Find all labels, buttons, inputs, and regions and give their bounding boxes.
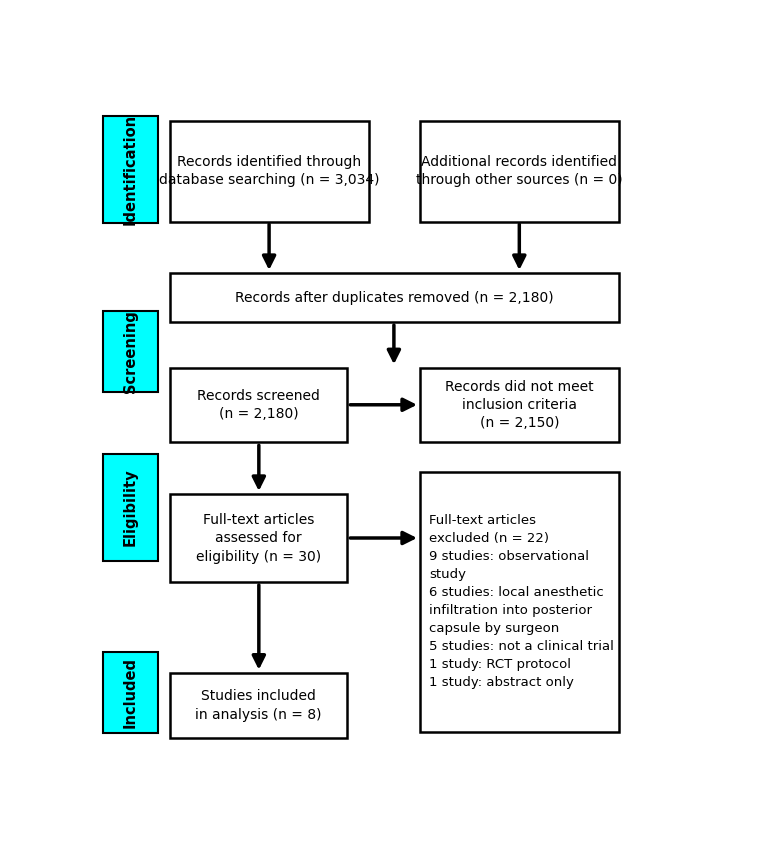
Bar xyxy=(103,454,157,561)
Text: Included: Included xyxy=(123,657,138,728)
Text: Identification: Identification xyxy=(123,114,138,225)
Bar xyxy=(170,495,348,582)
Bar xyxy=(103,311,157,392)
Text: Full-text articles
excluded (n = 22)
9 studies: observational
study
6 studies: l: Full-text articles excluded (n = 22) 9 s… xyxy=(429,514,614,690)
Text: Records did not meet
inclusion criteria
(n = 2,150): Records did not meet inclusion criteria … xyxy=(445,380,594,430)
Bar xyxy=(170,273,619,322)
Bar xyxy=(103,116,157,223)
Bar xyxy=(170,121,369,221)
Bar xyxy=(420,368,619,442)
Text: Full-text articles
assessed for
eligibility (n = 30): Full-text articles assessed for eligibil… xyxy=(196,513,321,564)
Text: Records identified through
database searching (n = 3,034): Records identified through database sear… xyxy=(159,155,380,187)
Text: Additional records identified
through other sources (n = 0): Additional records identified through ot… xyxy=(416,155,622,187)
Bar xyxy=(420,121,619,221)
Bar xyxy=(170,674,348,738)
Text: Records screened
(n = 2,180): Records screened (n = 2,180) xyxy=(197,389,320,421)
Bar xyxy=(420,472,619,732)
Text: Eligibility: Eligibility xyxy=(123,468,138,546)
Text: Studies included
in analysis (n = 8): Studies included in analysis (n = 8) xyxy=(195,690,322,722)
Text: Screening: Screening xyxy=(123,310,138,393)
Bar xyxy=(103,652,157,733)
Bar xyxy=(170,368,348,442)
Text: Records after duplicates removed (n = 2,180): Records after duplicates removed (n = 2,… xyxy=(235,291,553,305)
